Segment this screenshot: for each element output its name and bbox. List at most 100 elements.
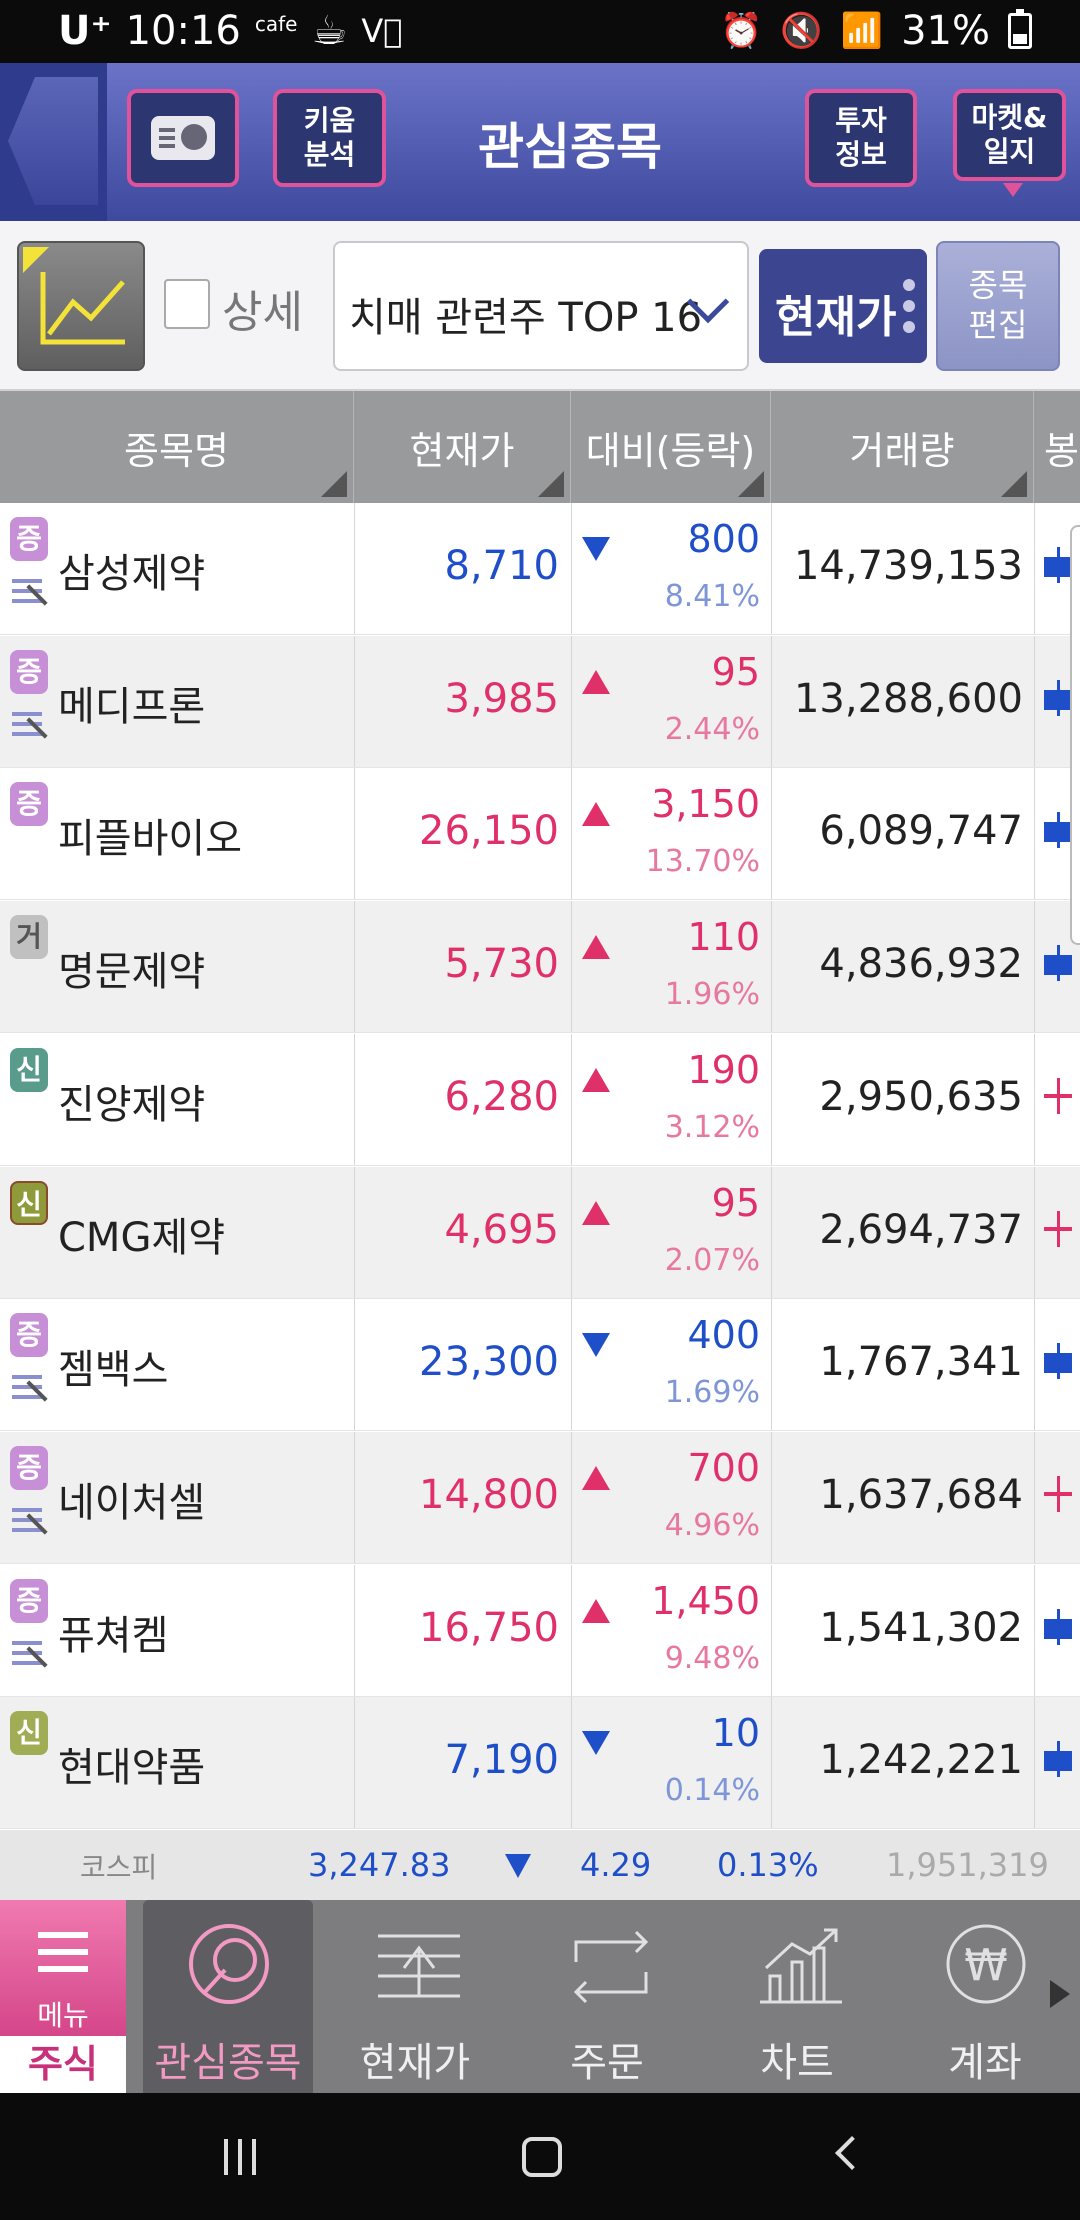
nav-account-label: 계좌 (948, 2040, 1022, 2086)
column-header-price[interactable]: 현재가 (354, 391, 571, 503)
nav-watchlist[interactable]: 관심종목 (143, 1900, 313, 2093)
column-divider (1034, 635, 1035, 767)
column-divider (571, 901, 572, 1033)
up-arrow-icon (580, 666, 610, 696)
stock-name: 명문제약 (58, 949, 206, 996)
trade-volume: 1,541,302 (819, 1604, 1023, 1651)
market-journal-button[interactable]: 마켓& 일지 (953, 89, 1066, 197)
column-divider (771, 1166, 772, 1298)
change-percent: 8.41% (664, 579, 760, 614)
invest-info-label-2: 정보 (835, 138, 887, 171)
radio-icon (151, 116, 215, 160)
chart-toggle-button[interactable] (17, 241, 145, 371)
change-percent: 9.48% (664, 1640, 760, 1676)
trade-volume: 6,089,747 (819, 808, 1023, 855)
index-ticker-bar[interactable]: 코스피 3,247.83 4.29 0.13% 1,951,319 (0, 1830, 1080, 1900)
mute-icon: 🔇 (780, 11, 823, 51)
table-row[interactable]: 거 명문제약 5,730 110 1.96% 4,836,932 (0, 901, 1080, 1034)
alarm-icon: ⏰ (720, 11, 763, 51)
group-name: 치매 관련주 TOP 16 (349, 295, 703, 341)
price-change: 800 (687, 517, 760, 561)
candle-mark (1040, 1337, 1076, 1397)
stock-name: 진양제약 (58, 1081, 206, 1128)
down-arrow-icon (580, 533, 610, 563)
candle-body (1044, 955, 1072, 976)
stock-mode-tab[interactable]: 주식 (0, 2036, 126, 2093)
battery-percent: 31% (901, 8, 990, 54)
nav-more-arrow-icon[interactable] (1050, 1980, 1070, 2008)
news-icon (12, 575, 50, 615)
nav-order[interactable]: 주문 (522, 1900, 692, 2093)
stock-price: 6,280 (444, 1073, 559, 1120)
table-row[interactable]: 증 메디프론 3,985 95 2.44% 13,288,600 (0, 635, 1080, 768)
nav-watchlist-label: 관심종목 (154, 2040, 302, 2086)
candle-mark (1040, 939, 1076, 999)
column-divider (571, 1564, 572, 1696)
menu-label: 메뉴 (37, 1999, 89, 2032)
back-button[interactable] (0, 63, 107, 221)
nav-current-price[interactable]: 현재가 (330, 1900, 500, 2093)
nav-order-label: 주문 (570, 2040, 644, 2086)
stock-price: 8,710 (444, 543, 559, 589)
column-header-volume[interactable]: 거래량 (771, 391, 1034, 503)
column-divider (571, 1431, 572, 1563)
nav-account[interactable]: ₩ 계좌 (900, 1900, 1070, 2093)
column-header-change[interactable]: 대비(등락) (571, 391, 771, 503)
column-divider (354, 1033, 355, 1165)
price-change: 400 (687, 1313, 760, 1358)
table-row[interactable]: 증 삼성제약 8,710 800 8.41% 14,739,153 (0, 503, 1080, 635)
current-price-view-button[interactable]: 현재가 (759, 249, 927, 363)
stock-name: 메디프론 (58, 683, 206, 730)
column-divider (571, 1299, 572, 1431)
table-row[interactable]: 신 CMG제약 4,695 95 2.07% 2,694,737 (0, 1166, 1080, 1299)
table-row[interactable]: 신 현대약품 7,190 10 0.14% 1,242,221 (0, 1697, 1080, 1830)
price-change: 95 (711, 1180, 760, 1225)
table-row[interactable]: 증 피플바이오 26,150 3,150 13.70% 6,089,747 (0, 768, 1080, 901)
trade-volume: 1,767,341 (819, 1339, 1023, 1386)
side-drawer-handle[interactable] (1070, 525, 1080, 945)
home-icon[interactable] (522, 2137, 562, 2177)
back-icon[interactable] (835, 2136, 869, 2170)
svg-text:₩: ₩ (964, 1940, 1008, 1991)
nav-chart[interactable]: 차트 (712, 1900, 882, 2093)
market-badge: 증 (10, 1578, 48, 1623)
column-divider (771, 1697, 772, 1829)
change-percent: 2.07% (664, 1242, 760, 1278)
line-chart-icon (40, 272, 125, 345)
column-divider (1034, 1299, 1035, 1431)
news-icon (12, 1504, 50, 1544)
edit-stocks-button[interactable]: 종목 편집 (936, 241, 1060, 371)
battery-icon (1008, 9, 1032, 49)
column-divider (354, 1431, 355, 1563)
table-row[interactable]: 증 퓨쳐켐 16,750 1,450 9.48% 1,541,302 (0, 1564, 1080, 1697)
column-divider (1034, 1431, 1035, 1563)
column-header-candle[interactable]: 봉 (1034, 391, 1080, 503)
trade-volume: 1,242,221 (819, 1737, 1023, 1784)
recent-apps-icon[interactable] (224, 2139, 260, 2175)
column-header-name[interactable]: 종목명 (0, 391, 354, 503)
change-percent: 13.70% (645, 844, 760, 880)
column-name-label: 종목명 (124, 428, 229, 473)
kiwoom-analysis-button[interactable]: 키움 분석 (273, 89, 386, 187)
column-divider (354, 1564, 355, 1696)
candle-body (1044, 1491, 1072, 1496)
table-row[interactable]: 증 네이처셀 14,800 700 4.96% 1,637,684 (0, 1431, 1080, 1564)
page-title: 관심종목 (478, 118, 662, 176)
candle-mark (1040, 1735, 1076, 1795)
stock-name: 네이처셀 (58, 1479, 206, 1526)
investment-info-button[interactable]: 투자 정보 (805, 89, 917, 187)
column-divider (354, 1697, 355, 1829)
index-percent: 0.13% (717, 1846, 819, 1884)
chart-icon (760, 1928, 842, 2004)
stock-price: 26,150 (419, 808, 559, 855)
table-row[interactable]: 신 진양제약 6,280 190 3.12% 2,950,635 (0, 1033, 1080, 1166)
detail-checkbox[interactable] (164, 279, 210, 329)
candle-body (1044, 822, 1072, 843)
trade-volume: 14,739,153 (793, 543, 1023, 589)
watchlist-group-select[interactable]: 치매 관련주 TOP 16 (333, 241, 749, 371)
hamburger-icon (38, 1932, 88, 1938)
radio-button[interactable] (127, 89, 239, 187)
table-row[interactable]: 증 젬백스 23,300 400 1.69% 1,767,341 (0, 1299, 1080, 1432)
column-divider (1034, 768, 1035, 900)
candle-body (1044, 1751, 1072, 1772)
